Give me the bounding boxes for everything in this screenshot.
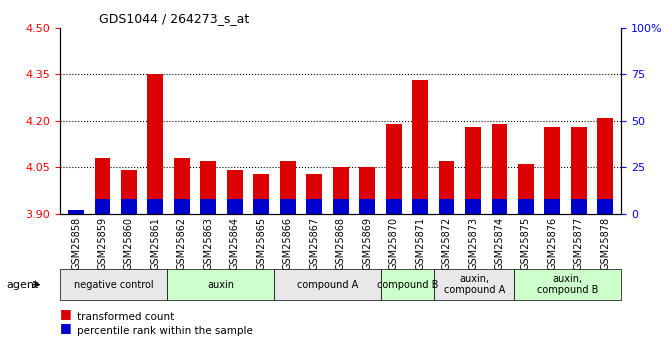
Text: GDS1044 / 264273_s_at: GDS1044 / 264273_s_at: [100, 12, 250, 25]
Bar: [571, 199, 587, 214]
Text: compound A: compound A: [297, 280, 358, 289]
Bar: [68, 211, 84, 214]
Bar: [359, 199, 375, 214]
Bar: [200, 199, 216, 214]
Bar: [174, 158, 190, 214]
Bar: [148, 74, 164, 214]
Bar: [121, 170, 137, 214]
Bar: [200, 161, 216, 214]
Text: auxin: auxin: [207, 280, 234, 289]
Bar: [412, 80, 428, 214]
Text: agent: agent: [7, 280, 39, 289]
Bar: [121, 199, 137, 214]
Bar: [306, 174, 322, 214]
Bar: [333, 199, 349, 214]
Bar: [571, 127, 587, 214]
Bar: [492, 199, 508, 214]
Bar: [68, 210, 84, 214]
Text: auxin,
compound B: auxin, compound B: [537, 274, 599, 295]
Bar: [306, 199, 322, 214]
Bar: [492, 124, 508, 214]
Bar: [95, 158, 110, 214]
Bar: [280, 161, 296, 214]
Bar: [412, 199, 428, 214]
Text: percentile rank within the sample: percentile rank within the sample: [77, 326, 253, 336]
Bar: [465, 199, 481, 214]
Bar: [280, 199, 296, 214]
Bar: [518, 164, 534, 214]
Text: ■: ■: [60, 307, 72, 321]
Text: transformed count: transformed count: [77, 313, 174, 322]
Bar: [253, 199, 269, 214]
Bar: [148, 199, 164, 214]
Text: negative control: negative control: [73, 280, 154, 289]
Text: ■: ■: [60, 321, 72, 334]
Bar: [439, 199, 454, 214]
Bar: [544, 199, 560, 214]
Bar: [333, 167, 349, 214]
Bar: [439, 161, 454, 214]
Bar: [518, 199, 534, 214]
Bar: [95, 199, 110, 214]
Bar: [385, 124, 401, 214]
Bar: [359, 167, 375, 214]
Bar: [227, 170, 242, 214]
Text: auxin,
compound A: auxin, compound A: [444, 274, 505, 295]
Bar: [227, 199, 242, 214]
Bar: [597, 118, 613, 214]
Bar: [174, 199, 190, 214]
Bar: [465, 127, 481, 214]
Bar: [385, 199, 401, 214]
Text: compound B: compound B: [377, 280, 438, 289]
Bar: [597, 199, 613, 214]
Bar: [253, 174, 269, 214]
Bar: [544, 127, 560, 214]
